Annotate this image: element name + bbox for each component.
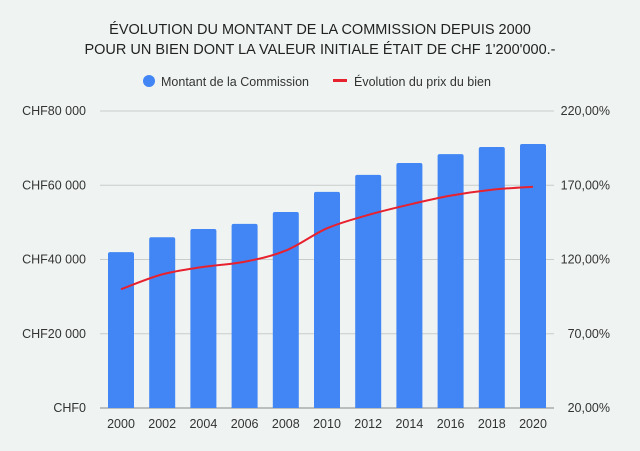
left-tick-label: CHF40 000 [22, 253, 86, 267]
bar [190, 229, 217, 408]
right-tick-label: 220,00% [561, 104, 610, 118]
legend-label-line: Évolution du prix du bien [354, 74, 491, 89]
right-tick-label: 170,00% [561, 178, 610, 192]
bar [108, 252, 134, 408]
left-tick-label: CHF0 [53, 401, 86, 415]
right-tick-label: 20,00% [568, 401, 610, 415]
legend-swatch-line [333, 79, 347, 82]
bar [520, 144, 546, 408]
right-tick-label: 120,00% [561, 253, 610, 267]
left-tick-label: CHF80 000 [22, 104, 86, 118]
x-tick-label: 2018 [478, 417, 506, 431]
x-tick-label: 2020 [519, 417, 547, 431]
bar [231, 223, 258, 408]
bar [396, 162, 423, 408]
legend-swatch-bar [143, 75, 155, 87]
x-tick-label: 2008 [272, 417, 300, 431]
x-tick-label: 2014 [395, 417, 423, 431]
x-tick-label: 2002 [148, 417, 176, 431]
left-tick-label: CHF60 000 [22, 178, 86, 192]
bar [355, 174, 382, 408]
x-tick-label: 2000 [107, 417, 135, 431]
left-tick-label: CHF20 000 [22, 327, 86, 341]
bar [437, 154, 464, 408]
chart-title-line-1: ÉVOLUTION DU MONTANT DE LA COMMISSION DE… [109, 21, 531, 38]
x-tick-label: 2012 [354, 417, 382, 431]
chart-title-line-2: POUR UN BIEN DONT LA VALEUR INITIALE ÉTA… [84, 41, 555, 58]
x-tick-label: 2006 [231, 417, 259, 431]
legend-label-bar: Montant de la Commission [161, 75, 309, 89]
legend: Montant de la Commission Évolution du pr… [143, 74, 491, 89]
x-tick-label: 2010 [313, 417, 341, 431]
x-tick-label: 2004 [189, 417, 217, 431]
bar [478, 147, 505, 409]
x-tick-label: 2016 [437, 417, 465, 431]
bar [272, 211, 299, 408]
right-tick-label: 70,00% [568, 327, 610, 341]
bar [149, 237, 176, 408]
bar [314, 191, 340, 408]
